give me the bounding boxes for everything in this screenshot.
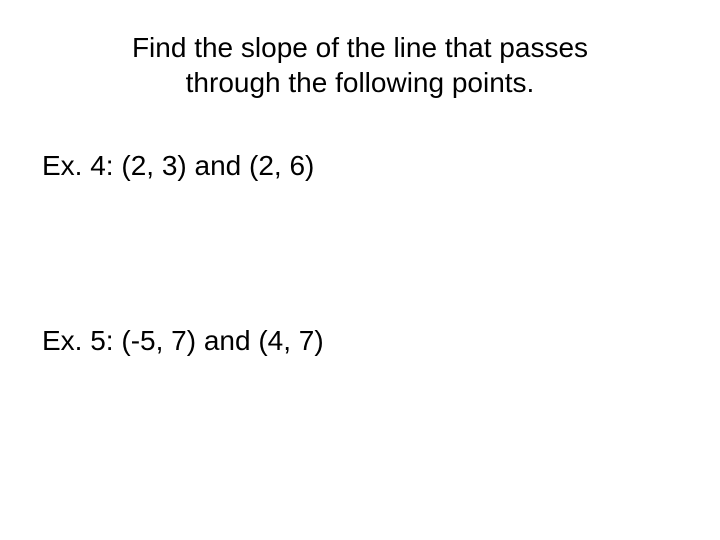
example-5: Ex. 5: (-5, 7) and (4, 7): [42, 325, 324, 357]
slide-title: Find the slope of the line that passes t…: [0, 30, 720, 100]
title-line-1: Find the slope of the line that passes: [132, 32, 588, 63]
example-4: Ex. 4: (2, 3) and (2, 6): [42, 150, 314, 182]
title-line-2: through the following points.: [186, 67, 535, 98]
